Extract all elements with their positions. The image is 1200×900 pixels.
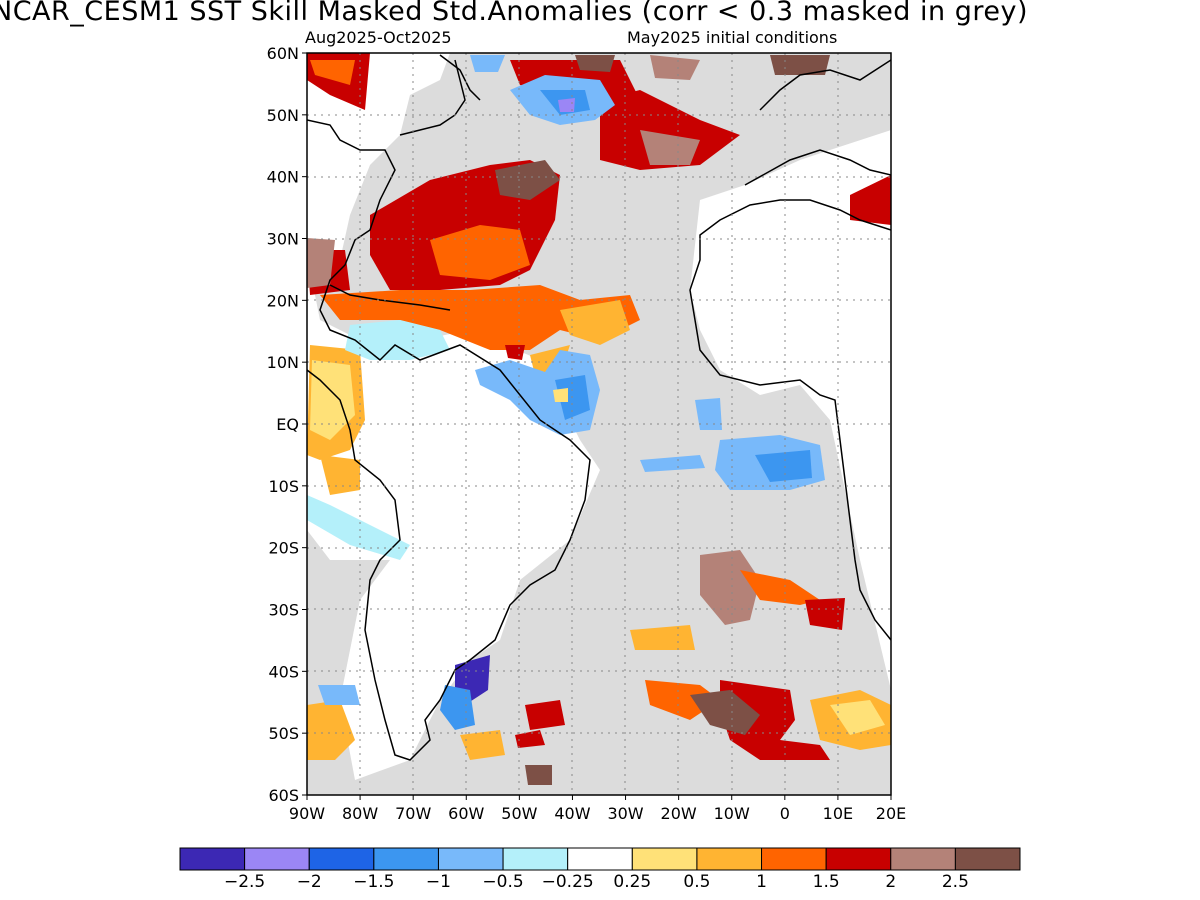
lat-label: 40N [267, 168, 299, 187]
lon-label: 10E [823, 804, 853, 823]
sst-anomaly-patch [630, 625, 695, 650]
colorbar-swatch [696, 847, 763, 871]
forecast-period: Aug2025-Oct2025 [305, 28, 452, 47]
colorbar: −2.5 −2 −1.5 −1 −0.5 −0.25 0.25 0.5 1 1.5 2 2.5 [179, 847, 1021, 892]
lat-label: 20S [268, 539, 299, 558]
chart-title: NCAR_CESM1 SST Skill Masked Std.Anomalie… [0, 0, 1028, 27]
colorbar-label: −0.5 [482, 872, 523, 892]
sst-anomaly-patch [470, 55, 505, 72]
colorbar-swatch [373, 847, 439, 871]
sst-anomaly-patch [495, 160, 560, 200]
latitude-axis: 60N 50N 40N 30N 20N 10N EQ 10S 20S 30S 40S 50S 60S [267, 44, 307, 805]
lon-label: 70W [395, 804, 431, 823]
lon-label: 0 [780, 804, 790, 823]
sst-anomaly-patch [640, 130, 700, 165]
lon-label: 80W [342, 804, 378, 823]
sst-anomaly-patch [640, 455, 705, 472]
longitude-axis: 90W 80W 70W 60W 50W 40W 30W 20W 10W 0 10E 20E [289, 795, 906, 823]
colorbar-swatch [954, 847, 1021, 871]
lon-label: 30W [607, 804, 643, 823]
colorbar-swatch [244, 847, 310, 871]
colorbar-swatch [631, 847, 698, 871]
colorbar-label: −2.5 [224, 872, 265, 892]
sst-anomaly-patch [553, 388, 568, 402]
colorbar-swatch [308, 847, 375, 871]
lat-label: 20N [267, 291, 299, 310]
initial-conditions: May2025 initial conditions [627, 28, 838, 47]
colorbar-label: −1 [426, 872, 451, 892]
colorbar-swatch [890, 847, 956, 871]
sst-anomaly-patch [695, 398, 722, 430]
sst-anomaly-patch [575, 55, 615, 72]
sst-anomaly-patch [310, 360, 355, 440]
lon-label: 90W [289, 804, 325, 823]
colorbar-swatch [761, 847, 827, 871]
sst-anomaly-patch [700, 550, 760, 625]
sst-anomaly-patch [560, 300, 630, 345]
sst-anomaly-patch [460, 730, 505, 760]
sst-anomaly-patch [558, 98, 575, 112]
sst-anomaly-patch [505, 345, 525, 360]
sst-anomaly-patch [307, 238, 335, 288]
lat-label: 10N [267, 353, 299, 372]
sst-anomaly-patch [720, 680, 830, 760]
sst-anomaly-patch [850, 175, 891, 225]
lat-label: 30N [267, 230, 299, 249]
colorbar-swatch [567, 847, 633, 871]
colorbar-label: 2 [885, 872, 896, 892]
lon-label: 50W [501, 804, 537, 823]
colorbar-label: −0.25 [542, 872, 594, 892]
lat-label: 60N [267, 44, 299, 63]
lat-label: EQ [276, 415, 299, 434]
lon-label: 10W [714, 804, 750, 823]
lon-label: 60W [448, 804, 484, 823]
lon-label: 40W [554, 804, 590, 823]
lat-label: 10S [268, 477, 299, 496]
colorbar-label: 1 [756, 872, 767, 892]
sst-anomaly-patch [805, 598, 845, 630]
sst-anomaly-patch [310, 60, 355, 85]
sst-anomaly-patch [307, 700, 355, 760]
sst-anomaly-patch [345, 320, 450, 360]
sst-anomaly-patch [320, 285, 640, 350]
lon-label: 20W [661, 804, 697, 823]
sst-anomaly-patch [318, 685, 360, 705]
lat-label: 50S [268, 724, 299, 743]
sst-anomaly-patch [740, 570, 820, 605]
lat-label: 40S [268, 662, 299, 681]
sst-anomaly-patch [307, 495, 410, 560]
sst-anomaly-patch [690, 690, 760, 735]
colorbar-label: −2 [297, 872, 322, 892]
lon-label: 20E [876, 804, 906, 823]
sst-anomaly-patch [320, 455, 360, 495]
colorbar-swatch [502, 847, 569, 871]
colorbar-label: 0.5 [683, 872, 710, 892]
colorbar-label: −1.5 [353, 872, 394, 892]
sst-anomaly-patch [525, 765, 552, 785]
sst-anomaly-patch [830, 700, 885, 735]
sst-anomaly-patch [515, 730, 545, 748]
sst-anomaly-patch [525, 700, 565, 730]
sst-anomaly-patch [650, 55, 700, 80]
colorbar-label: 1.5 [813, 872, 840, 892]
lat-label: 30S [268, 601, 299, 620]
colorbar-swatch [179, 847, 246, 871]
lat-label: 50N [267, 106, 299, 125]
sst-anomaly-patch [755, 450, 812, 482]
colorbar-label: 2.5 [942, 872, 969, 892]
sst-anomaly-patch [600, 90, 740, 170]
colorbar-label: 0.25 [613, 872, 651, 892]
colorbar-swatch [825, 847, 892, 871]
colorbar-swatch [437, 847, 504, 871]
lat-lon-grid [307, 53, 891, 795]
lat-label: 60S [268, 786, 299, 805]
